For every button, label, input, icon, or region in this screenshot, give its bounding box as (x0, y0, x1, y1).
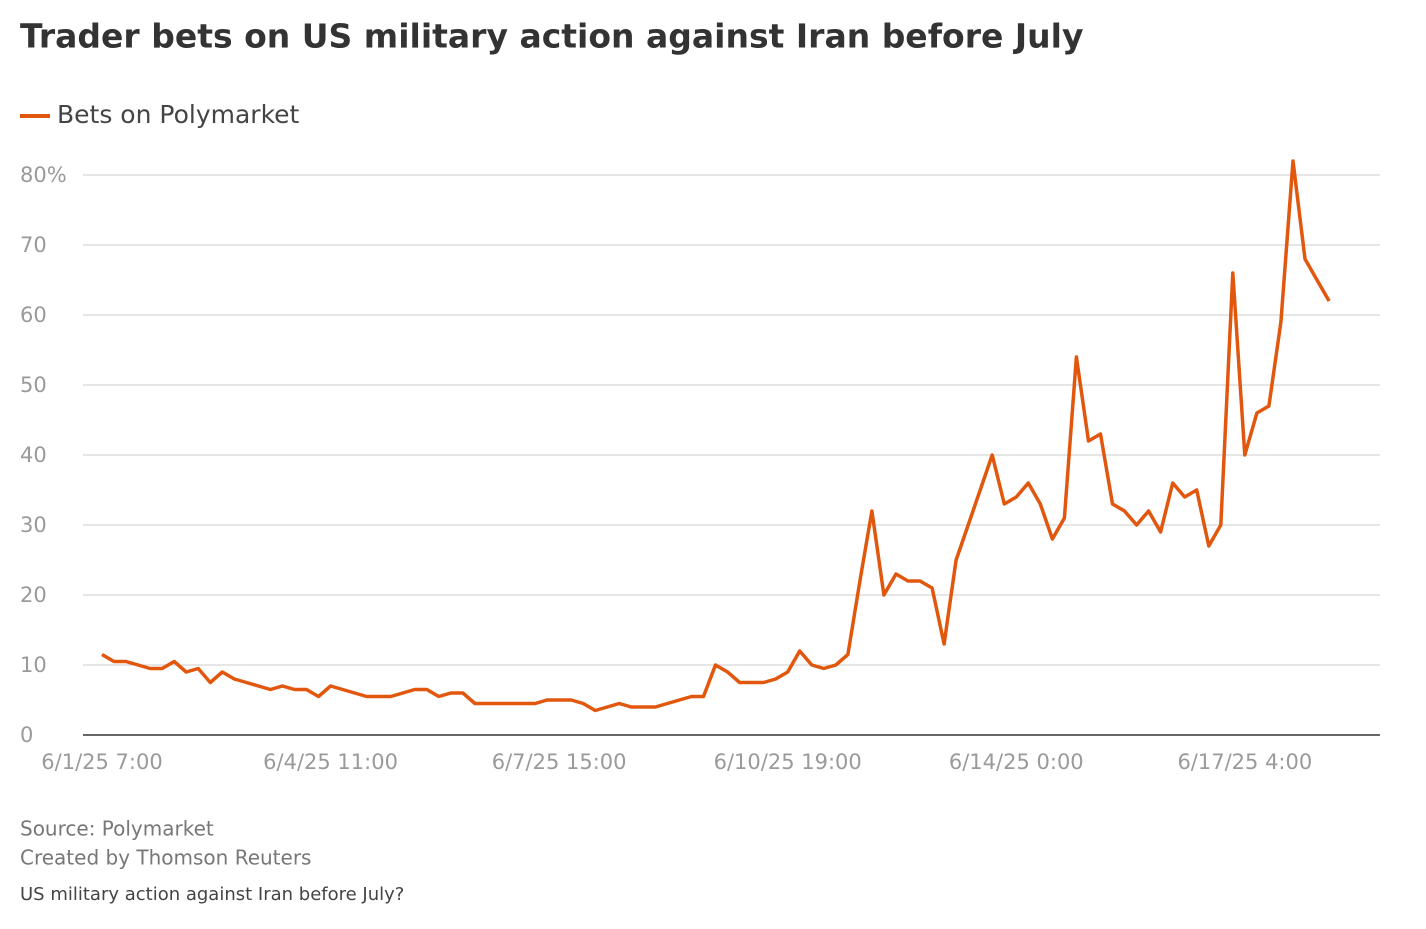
y-tick-label: 40 (20, 443, 47, 467)
y-tick-label: 30 (20, 513, 47, 537)
y-tick-label: 60 (20, 303, 47, 327)
note: US military action against Iran before J… (20, 884, 404, 905)
x-tick-label: 6/1/25 7:00 (41, 750, 162, 774)
chart-title: Trader bets on US military action agains… (20, 17, 1083, 56)
x-tick-label: 6/4/25 11:00 (263, 750, 398, 774)
y-tick-label: 10 (20, 653, 47, 677)
y-tick-label: 70 (20, 233, 47, 257)
x-tick-label: 6/17/25 4:00 (1177, 750, 1312, 774)
y-tick-label: 80% (20, 163, 67, 187)
x-tick-label: 6/10/25 19:00 (714, 750, 862, 774)
source: Source: Polymarket (20, 817, 214, 841)
y-tick-label: 20 (20, 583, 47, 607)
series-line (101, 159, 1331, 713)
x-tick-label: 6/7/25 15:00 (492, 750, 627, 774)
credit: Created by Thomson Reuters (20, 846, 311, 870)
x-tick-label: 6/14/25 0:00 (949, 750, 1084, 774)
y-tick-label: 0 (20, 723, 33, 747)
y-tick-label: 50 (20, 373, 47, 397)
legend-label: Bets on Polymarket (57, 100, 300, 129)
